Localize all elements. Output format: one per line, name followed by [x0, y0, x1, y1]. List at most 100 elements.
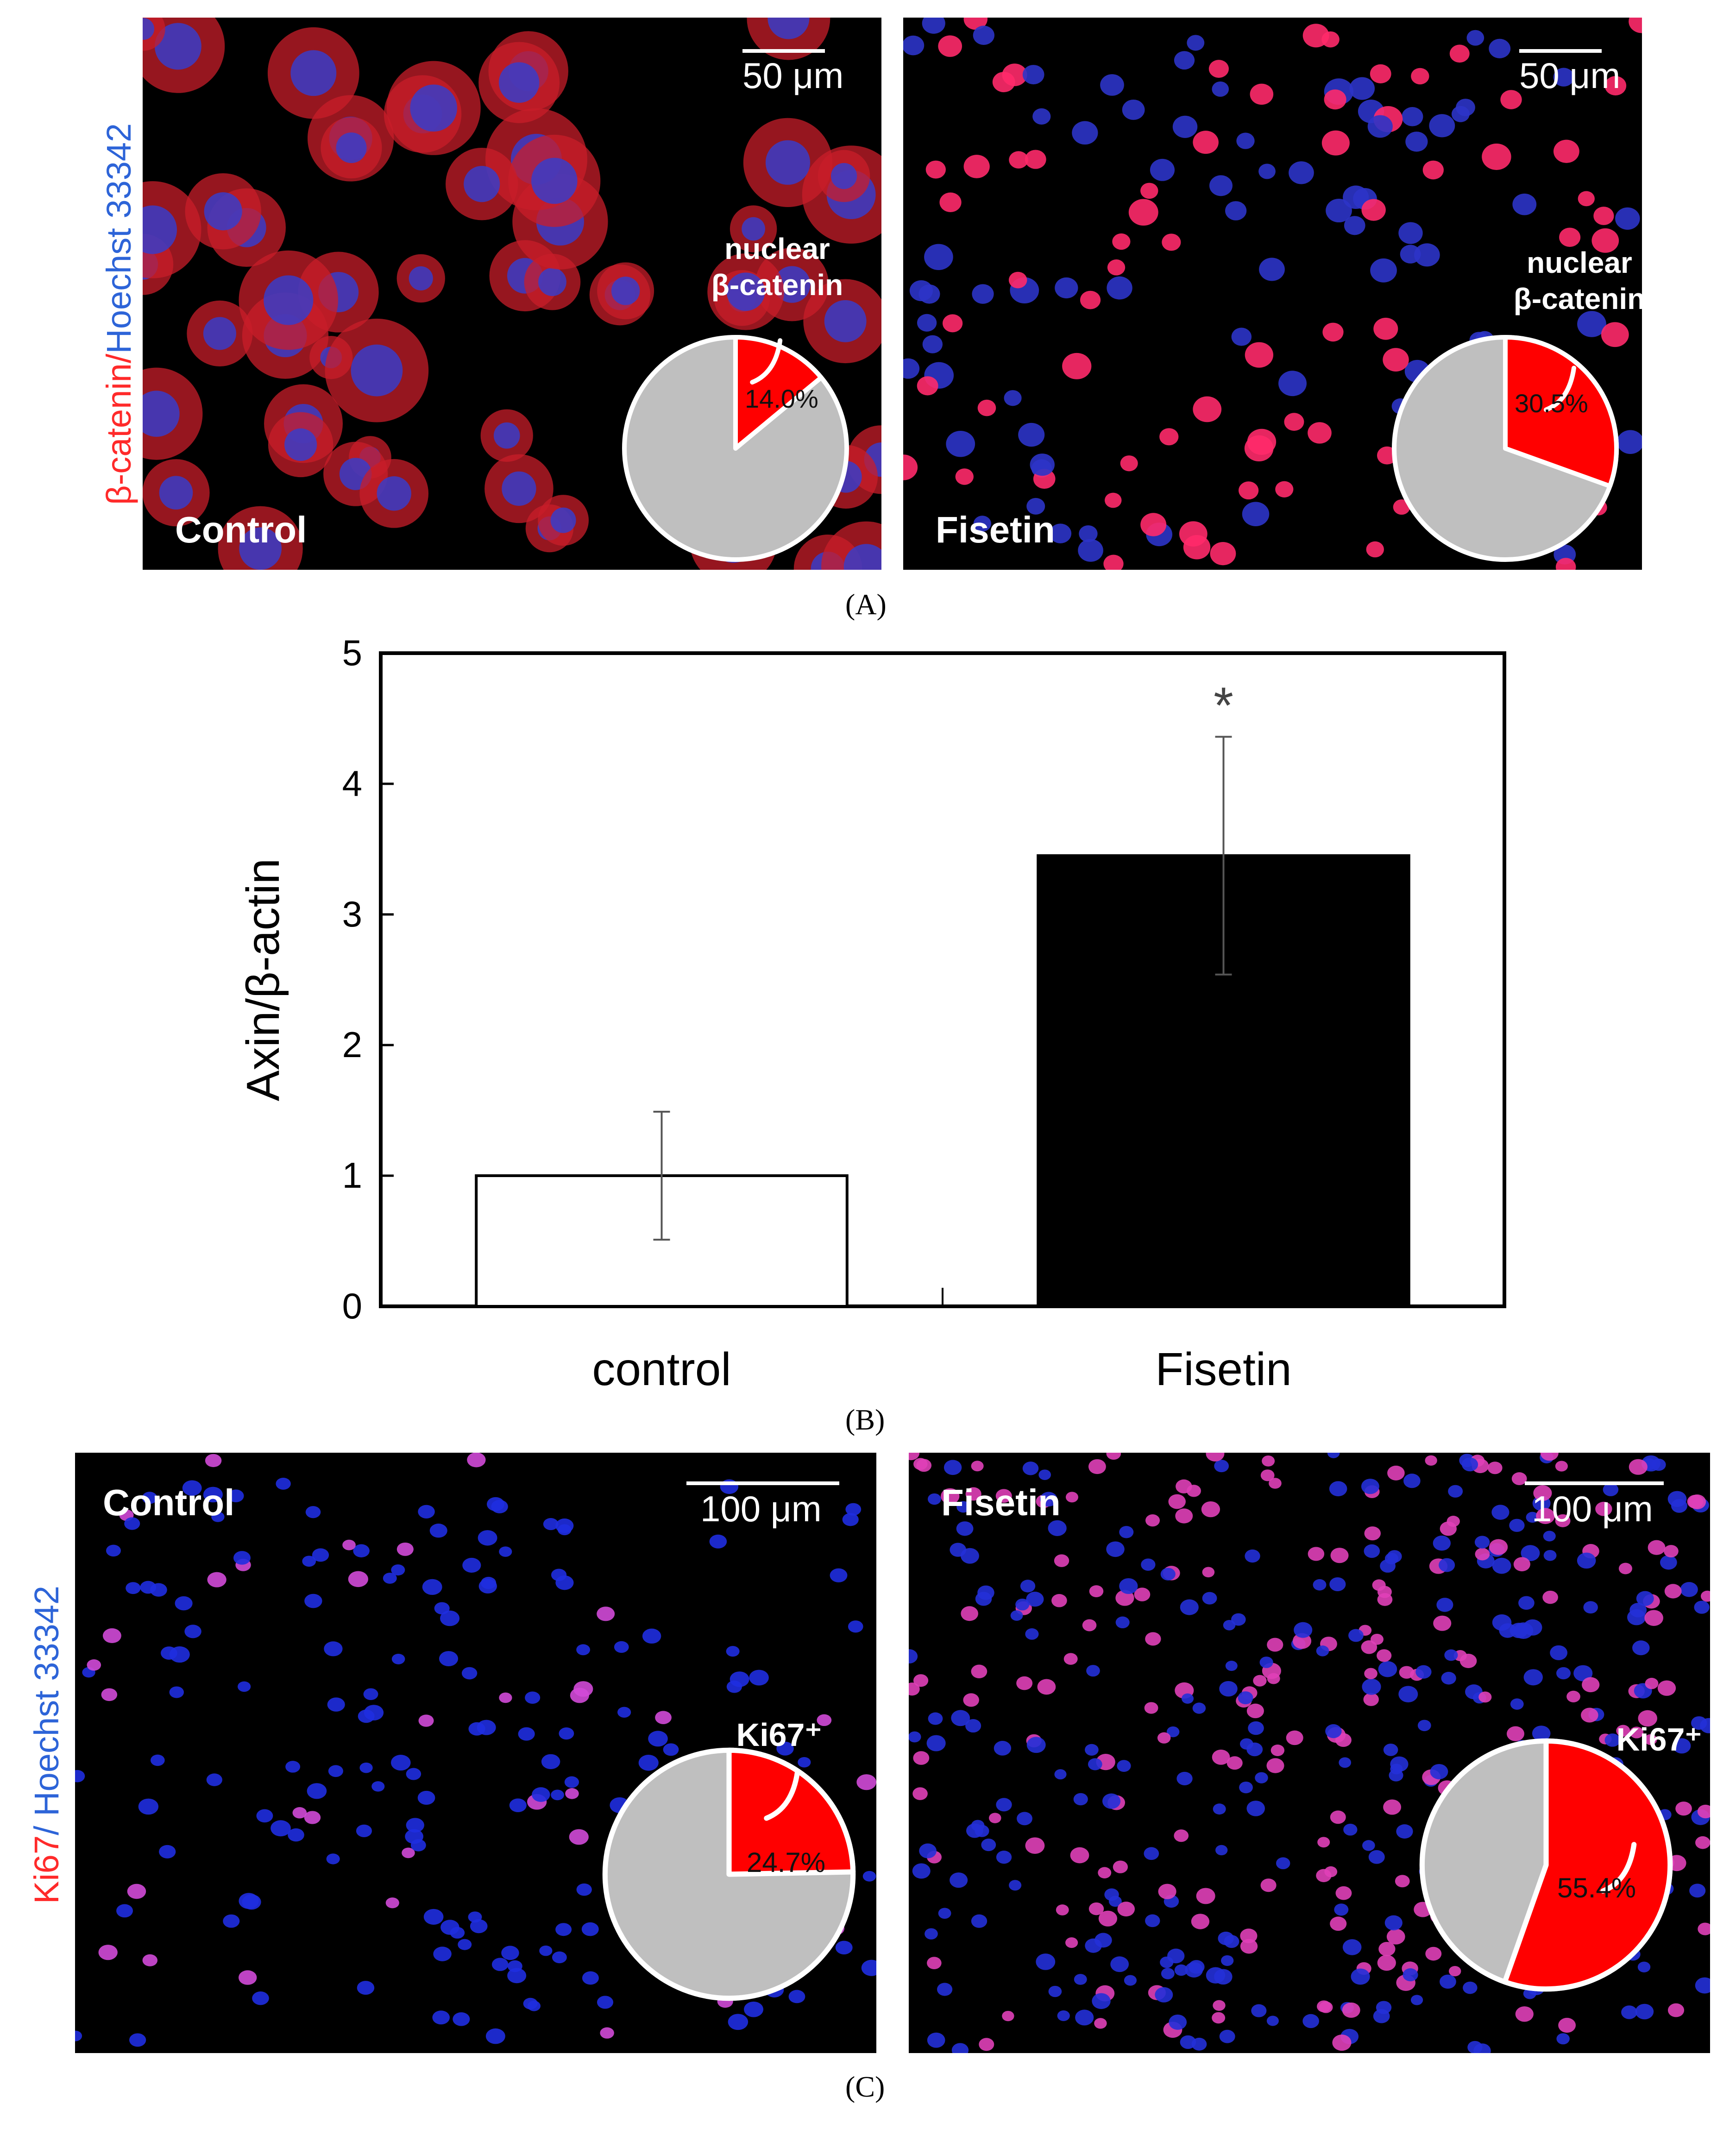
nucleus	[390, 1755, 411, 1771]
nucleus	[843, 544, 881, 570]
nucleus	[913, 1674, 929, 1687]
nucleus	[359, 1762, 373, 1773]
nucleus	[1449, 44, 1470, 63]
nucleus	[406, 1768, 421, 1780]
nucleus	[1573, 1665, 1593, 1682]
nucleus	[1202, 1567, 1215, 1578]
nucleus	[418, 1505, 435, 1518]
nucleus	[971, 1914, 988, 1928]
nucleus	[1250, 83, 1274, 105]
nucleus	[1302, 2014, 1319, 2029]
nucleus	[1065, 1937, 1078, 1948]
nucleus	[1057, 2010, 1070, 2022]
nucleus	[1489, 38, 1511, 58]
nucleus	[1022, 65, 1044, 85]
nucleus	[406, 1818, 424, 1833]
nucleus	[1181, 1693, 1194, 1704]
nucleus	[1667, 1491, 1687, 1507]
nucleus	[824, 300, 867, 342]
nucleus	[1370, 64, 1391, 83]
nucleus	[1543, 1531, 1556, 1542]
nucleus	[1664, 1545, 1679, 1558]
pie-slice-positive	[733, 335, 824, 451]
nucleus	[491, 1958, 509, 1971]
nucleus	[1219, 1681, 1238, 1697]
nucleus	[1324, 89, 1346, 110]
nucleus	[835, 1940, 853, 1955]
nucleus	[1238, 1691, 1253, 1705]
nucleus	[1155, 1987, 1173, 2003]
nucleus	[1440, 1521, 1457, 1536]
nucleus	[1632, 1640, 1650, 1656]
panel-a-vertical-label: β-catenin/Hoechst 33342	[99, 123, 138, 505]
nucleus	[1616, 1725, 1630, 1737]
cell-field	[903, 18, 1642, 570]
pie-callout-line	[1600, 1842, 1637, 1894]
nucleus	[570, 1688, 589, 1703]
nucleus	[767, 18, 810, 39]
y-tick-label: 3	[342, 894, 362, 934]
nucleus	[129, 2033, 146, 2047]
nucleus	[956, 1501, 970, 1513]
nucleus	[1422, 160, 1444, 180]
nucleus	[223, 1914, 240, 1928]
nucleus	[1227, 1756, 1243, 1770]
nucleus	[1332, 2035, 1352, 2051]
nucleus	[975, 1592, 992, 1606]
nucleus	[1245, 1549, 1260, 1563]
nucleus	[1415, 1665, 1432, 1679]
nucleus	[1621, 2005, 1637, 2019]
nucleus	[1010, 1610, 1023, 1621]
nucleus	[1286, 1730, 1303, 1745]
nucleus	[1383, 1799, 1402, 1815]
nucleus	[434, 1602, 450, 1615]
nucleus	[1055, 277, 1078, 299]
nucleus	[477, 1720, 496, 1735]
nucleus	[1284, 413, 1304, 431]
nucleus	[423, 1909, 444, 1925]
nucleus	[946, 431, 975, 457]
scale-bar-label: 50 μm	[1519, 55, 1621, 96]
nucleus	[912, 1863, 931, 1879]
nucleus	[150, 1754, 165, 1766]
nucleus	[302, 1556, 316, 1567]
nucleus	[1697, 1804, 1710, 1819]
nucleus	[1161, 1968, 1175, 1979]
nucleus	[1339, 1757, 1352, 1768]
scale-bar	[742, 49, 825, 53]
nucleus	[903, 35, 925, 56]
nucleus	[101, 1688, 118, 1701]
nucleus	[1026, 1737, 1046, 1753]
nucleus	[458, 1939, 472, 1950]
nucleus	[1461, 1457, 1478, 1472]
nucleus	[1526, 1512, 1539, 1523]
nucleus	[312, 1548, 329, 1562]
nucleus	[1251, 2004, 1267, 2017]
pie-percent-label: 55.4%	[1557, 1872, 1636, 1903]
nucleus	[1506, 1726, 1524, 1741]
nucleus	[543, 1518, 559, 1531]
nucleus	[1348, 1629, 1364, 1642]
nucleus	[798, 1757, 811, 1768]
y-tick-label: 2	[342, 1024, 362, 1065]
nucleus	[1417, 1720, 1431, 1732]
nucleus	[1593, 207, 1614, 225]
nucleus	[1343, 1823, 1358, 1836]
nucleus	[973, 516, 991, 532]
nucleus	[1166, 1726, 1180, 1738]
nucleus	[1160, 1568, 1176, 1581]
nucleus	[1172, 115, 1198, 138]
nucleus	[353, 1544, 370, 1558]
nucleus	[1056, 1904, 1069, 1915]
nucleus	[1037, 1679, 1056, 1695]
nucleus	[1512, 193, 1537, 215]
nucleus	[1330, 1810, 1346, 1824]
nucleus	[1389, 1769, 1403, 1782]
nucleus	[207, 1572, 226, 1588]
nucleus	[1209, 175, 1233, 196]
nucleus	[1103, 554, 1124, 570]
nucleus	[1383, 1744, 1398, 1756]
nucleus	[1179, 521, 1208, 547]
nucleus	[1073, 1793, 1088, 1806]
nucleus	[581, 1922, 599, 1936]
